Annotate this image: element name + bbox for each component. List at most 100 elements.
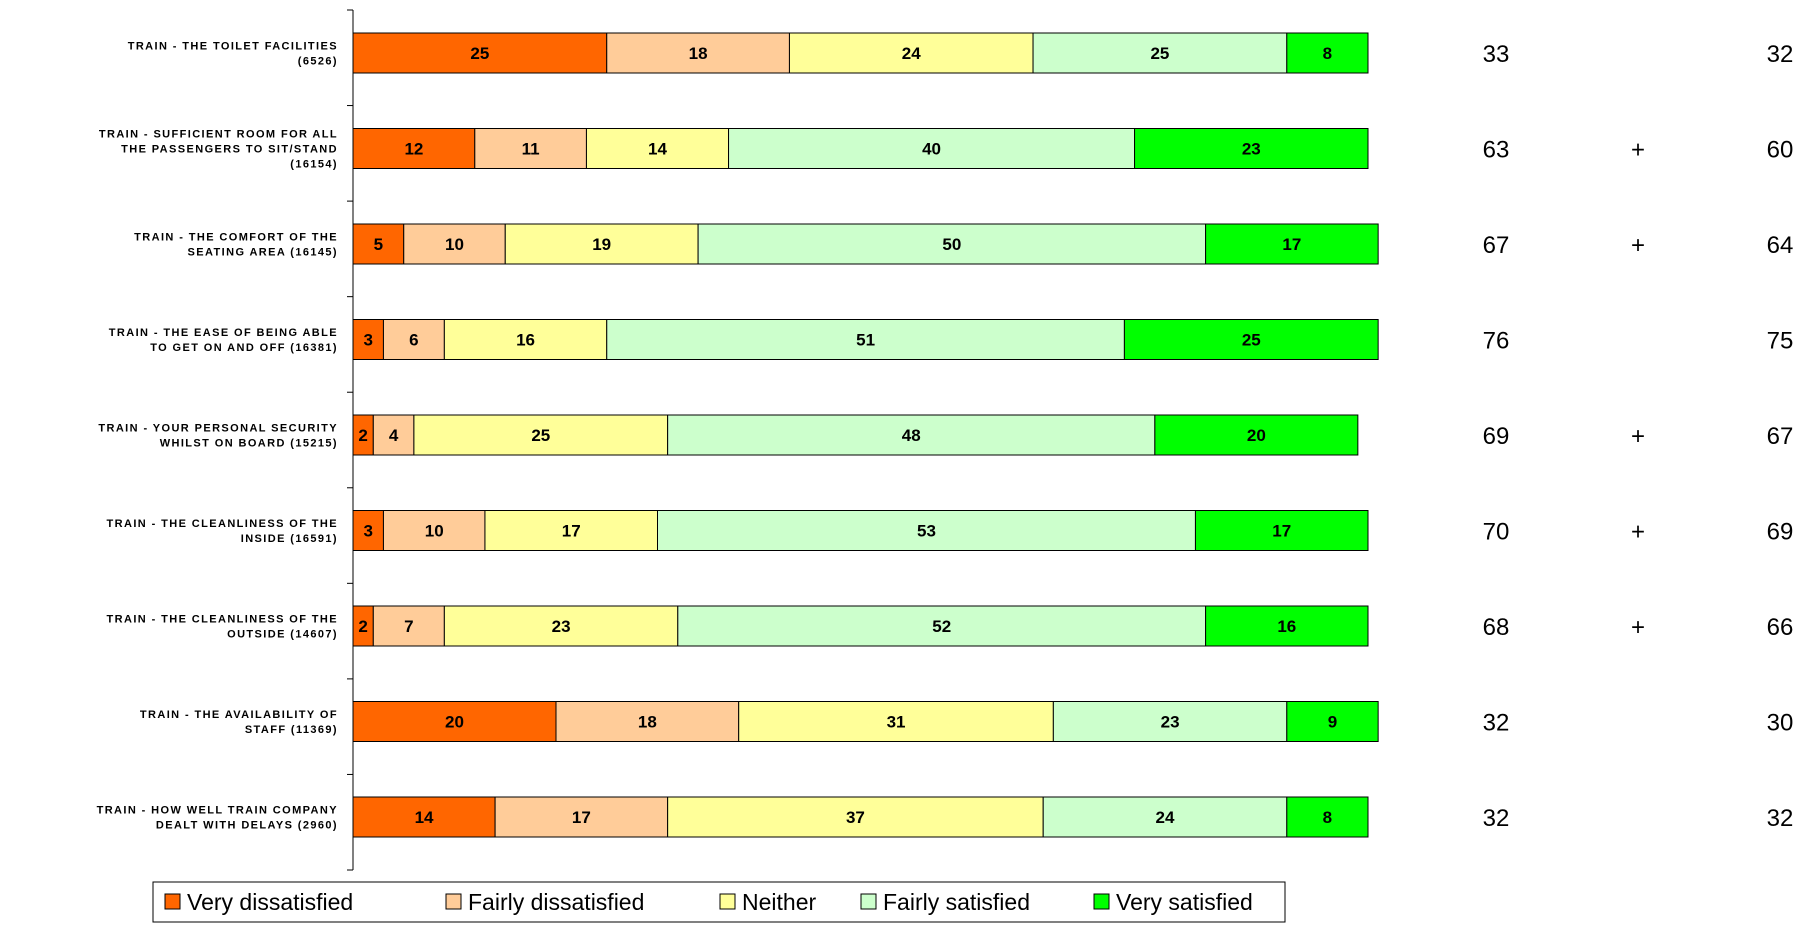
bar-segment	[606, 32, 790, 74]
bar-segment	[352, 510, 384, 551]
bar-segment	[1286, 701, 1379, 742]
score-current: 67	[1483, 232, 1510, 259]
bar-segment	[606, 319, 1125, 360]
bar-segment	[1286, 32, 1369, 74]
score-current: 70	[1483, 519, 1510, 546]
bar-segment	[352, 319, 384, 360]
legend-swatch	[860, 893, 877, 910]
data-label: 5	[374, 235, 383, 254]
change-marker: +	[1631, 423, 1645, 450]
category-label: TRAIN - THE EASE OF BEING ABLE	[109, 327, 338, 339]
bar-segment	[443, 605, 679, 647]
category-label: TRAIN - THE TOILET FACILITIES	[128, 41, 338, 53]
change-marker: +	[1631, 137, 1645, 164]
score-current: 63	[1483, 137, 1510, 164]
bar-segment	[1032, 32, 1288, 74]
score-previous: 75	[1767, 328, 1794, 355]
bar-segment	[728, 128, 1136, 169]
score-current: 68	[1483, 614, 1510, 641]
data-label: 2	[358, 617, 367, 636]
data-label: 25	[1150, 44, 1169, 63]
bar-segment	[1052, 701, 1288, 742]
data-label: 48	[902, 426, 921, 445]
bar-segment	[738, 701, 1054, 742]
data-label: 18	[689, 44, 708, 63]
score-previous: 64	[1767, 232, 1794, 259]
bar-segment	[474, 128, 587, 169]
category-label: TRAIN - THE CLEANLINESS OF THE	[107, 518, 338, 530]
data-label: 10	[445, 235, 464, 254]
score-previous: 60	[1767, 137, 1794, 164]
bar-segment	[1194, 510, 1369, 551]
category-label: TO GET ON AND OFF (16381)	[150, 342, 338, 354]
category-label: SEATING AREA (16145)	[188, 247, 338, 259]
bar-segment	[403, 223, 506, 265]
data-label: 20	[445, 713, 464, 732]
data-label: 14	[648, 140, 667, 159]
bar-segment	[382, 510, 486, 551]
bar-segment	[667, 796, 1044, 838]
data-label: 51	[856, 331, 875, 350]
data-label: 17	[1272, 522, 1291, 541]
score-previous: 66	[1767, 614, 1794, 641]
bar-segment	[1042, 796, 1288, 838]
data-label: 2	[358, 426, 367, 445]
data-label: 7	[404, 617, 413, 636]
data-label: 14	[415, 808, 434, 827]
bar-segment	[494, 796, 669, 838]
category-label: TRAIN - YOUR PERSONAL SECURITY	[98, 423, 338, 435]
bar-segment	[352, 223, 405, 265]
bar-segment	[1205, 605, 1369, 647]
data-label: 16	[516, 331, 535, 350]
change-marker: +	[1631, 232, 1645, 259]
score-current: 33	[1483, 41, 1510, 68]
data-label: 17	[572, 808, 591, 827]
data-label: 52	[932, 617, 951, 636]
category-label: (6526)	[298, 56, 338, 68]
data-label: 8	[1323, 808, 1332, 827]
score-previous: 32	[1767, 805, 1794, 832]
data-label: 17	[1282, 235, 1301, 254]
bar-segment	[352, 796, 496, 838]
legend-swatch	[1093, 893, 1110, 910]
bar-segment	[443, 319, 608, 360]
category-label: OUTSIDE (14607)	[227, 629, 338, 641]
data-label: 3	[363, 331, 372, 350]
bar-segment	[1123, 319, 1379, 360]
score-previous: 30	[1767, 710, 1794, 737]
data-label: 16	[1277, 617, 1296, 636]
legend-label: Fairly satisfied	[883, 889, 1030, 915]
legend-label: Neither	[742, 889, 816, 915]
data-label: 8	[1323, 44, 1332, 63]
data-label: 19	[592, 235, 611, 254]
score-current: 32	[1483, 710, 1510, 737]
data-label: 23	[1161, 713, 1180, 732]
legend-label: Very dissatisfied	[187, 889, 353, 915]
category-label: STAFF (11369)	[245, 724, 338, 736]
data-label: 25	[470, 44, 489, 63]
data-label: 9	[1328, 713, 1337, 732]
score-current: 32	[1483, 805, 1510, 832]
category-label: TRAIN - THE COMFORT OF THE	[134, 232, 338, 244]
bar-segment	[372, 414, 415, 456]
score-current: 69	[1483, 423, 1510, 450]
bar-segment	[667, 414, 1156, 456]
data-label: 10	[425, 522, 444, 541]
data-label: 53	[917, 522, 936, 541]
legend-label: Fairly dissatisfied	[468, 889, 644, 915]
bar-segment	[1205, 223, 1379, 265]
score-previous: 67	[1767, 423, 1794, 450]
data-label: 18	[638, 713, 657, 732]
data-label: 20	[1247, 426, 1266, 445]
bar-segment	[657, 510, 1196, 551]
data-label: 4	[389, 426, 399, 445]
data-label: 24	[902, 44, 921, 63]
category-label: WHILST ON BOARD (15215)	[160, 438, 338, 450]
data-label: 17	[562, 522, 581, 541]
data-label: 24	[1156, 808, 1175, 827]
bar-segment	[1286, 796, 1369, 838]
category-label: TRAIN - THE AVAILABILITY OF	[140, 709, 338, 721]
legend-swatch	[164, 893, 181, 910]
bar-segment	[382, 319, 445, 360]
legend-label: Very satisfied	[1116, 889, 1253, 915]
